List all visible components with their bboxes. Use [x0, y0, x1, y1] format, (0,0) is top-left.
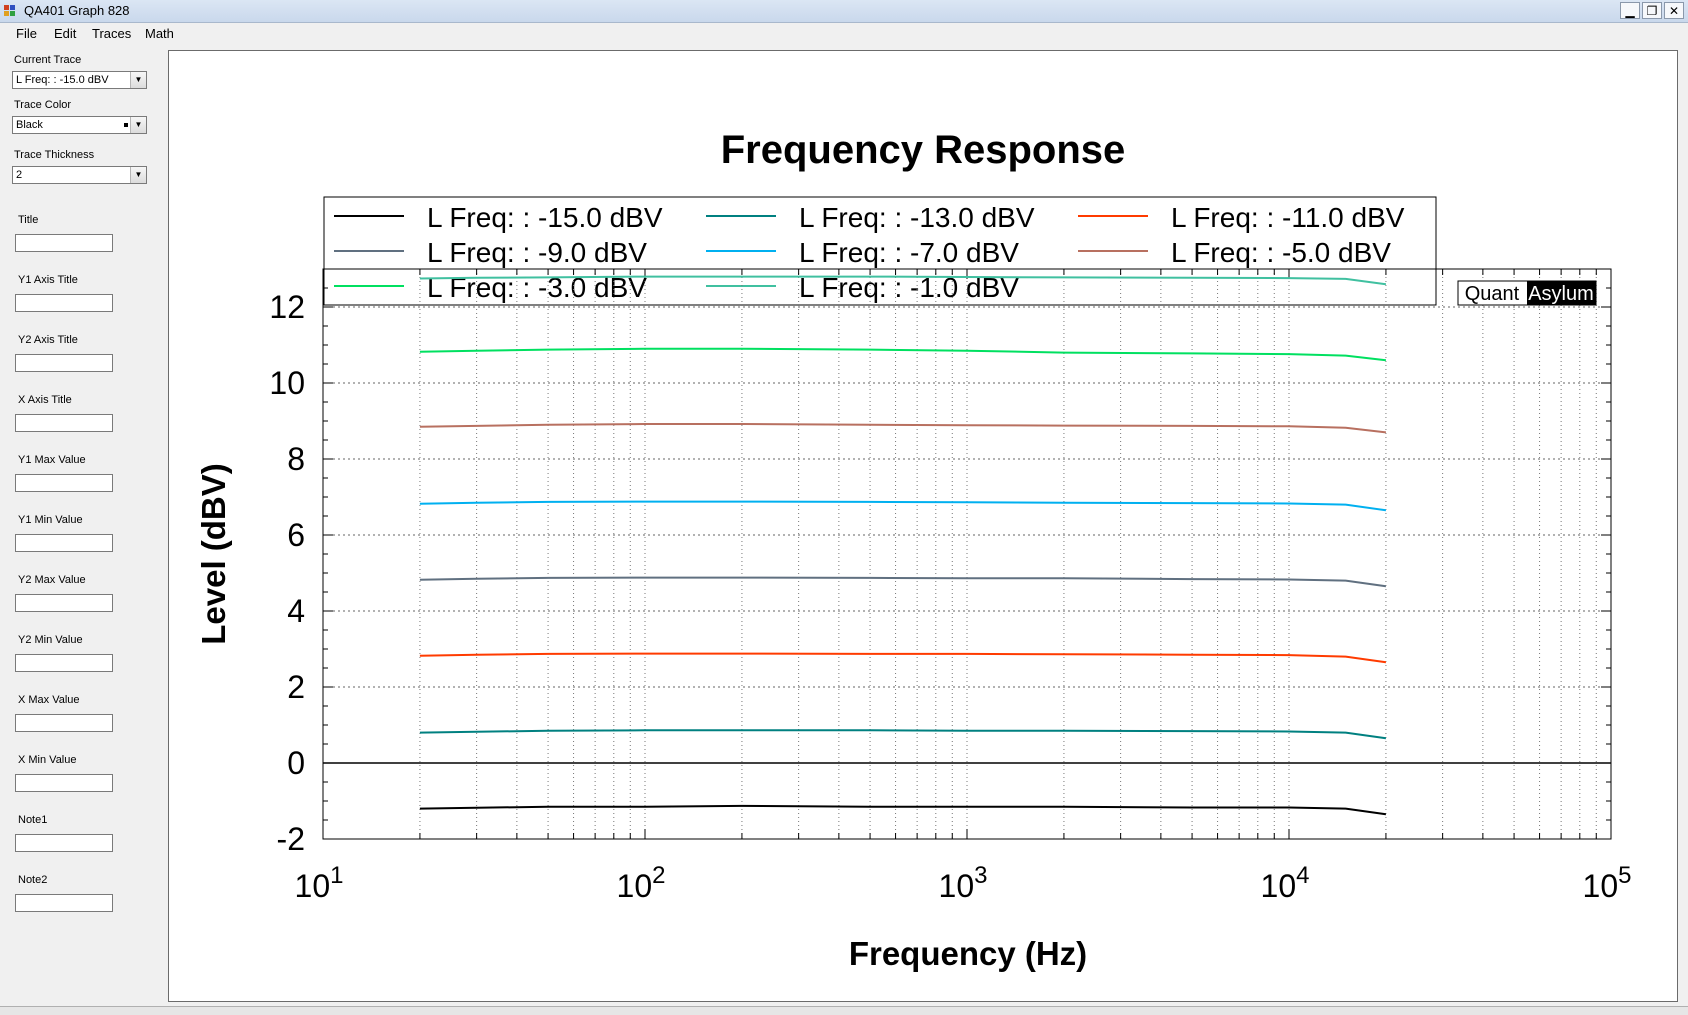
x-tick-label: 102	[617, 862, 666, 904]
y-tick-label: 12	[269, 289, 305, 325]
watermark-right: Asylum	[1528, 283, 1594, 305]
restore-button[interactable]: ❐	[1642, 2, 1662, 19]
note2-field[interactable]	[15, 894, 113, 912]
y-axis-label: Level (dBV)	[195, 463, 232, 645]
y-tick-label: 2	[287, 669, 305, 705]
y1-axis-title-field[interactable]	[15, 294, 113, 312]
menu-traces[interactable]: Traces	[92, 26, 132, 41]
current-trace-value: L Freq: : -15.0 dBV	[16, 74, 109, 86]
graph-panel[interactable]: Frequency Response L Freq: : -15.0 dBV L …	[168, 50, 1678, 1002]
title-field-label: Title	[18, 214, 39, 226]
trace-thickness-dropdown[interactable]: 2 ▼	[12, 166, 147, 184]
y2-axis-title-label: Y2 Axis Title	[18, 334, 78, 346]
chart-title: Frequency Response	[721, 128, 1126, 172]
y1-max-value-label: Y1 Max Value	[18, 454, 86, 466]
trace-color-value: Black	[16, 119, 43, 131]
trace-thickness-label: Trace Thickness	[14, 149, 95, 161]
quantasylum-watermark: Quant Asylum	[1457, 280, 1597, 306]
menu-edit[interactable]: Edit	[54, 26, 77, 41]
menu-file[interactable]: File	[16, 26, 37, 41]
chart-grid	[323, 269, 1611, 839]
series-line-7	[419, 347, 1387, 362]
chart-axes: -2 0 2 4 6 8 10 12 101 102 103 104 105	[269, 268, 1632, 904]
y2-max-value-label: Y2 Max Value	[18, 574, 86, 586]
app-icon	[4, 5, 18, 17]
chevron-down-icon[interactable]: ▼	[130, 167, 146, 183]
legend-box	[323, 196, 1437, 306]
y1-max-value-field[interactable]	[15, 474, 113, 492]
note1-label: Note1	[18, 814, 48, 826]
chevron-down-icon[interactable]: ▼	[130, 117, 146, 133]
y-tick-label: 8	[287, 441, 305, 477]
x-min-value-label: X Min Value	[18, 754, 77, 766]
series-line-5	[419, 500, 1387, 512]
minimize-button[interactable]: ▁	[1620, 2, 1640, 19]
x-max-value-field[interactable]	[15, 714, 113, 732]
trace-color-dropdown[interactable]: Black ▼	[12, 116, 147, 134]
chart-legend: L Freq: : -15.0 dBV L Freq: : -13.0 dBV L …	[323, 196, 1437, 306]
frequency-response-chart[interactable]: Frequency Response L Freq: : -15.0 dBV L …	[169, 51, 1677, 1001]
y-tick-label: 4	[287, 593, 305, 629]
legend-entry: L Freq: : -15.0 dBV	[427, 202, 663, 233]
note1-field[interactable]	[15, 834, 113, 852]
title-field[interactable]	[15, 234, 113, 252]
menu-math[interactable]: Math	[145, 26, 174, 41]
y-tick-label: 10	[269, 365, 305, 401]
series-line-2	[419, 729, 1387, 740]
x-tick-label: 101	[295, 862, 344, 904]
series-line-8	[419, 275, 1387, 286]
menu-bar: File Edit Traces Math	[0, 23, 1688, 45]
color-swatch-icon	[124, 123, 128, 127]
y1-min-value-label: Y1 Min Value	[18, 514, 83, 526]
legend-entry: L Freq: : -11.0 dBV	[1171, 202, 1405, 233]
y1-min-value-field[interactable]	[15, 534, 113, 552]
y2-axis-title-field[interactable]	[15, 354, 113, 372]
current-trace-label: Current Trace	[14, 54, 82, 66]
x-tick-label: 105	[1583, 862, 1632, 904]
y2-min-value-field[interactable]	[15, 654, 113, 672]
y2-max-value-field[interactable]	[15, 594, 113, 612]
right-edge-bar	[1678, 50, 1688, 1002]
window-title: QA401 Graph 828	[24, 3, 130, 18]
legend-entry: L Freq: : -7.0 dBV	[799, 237, 1019, 268]
chevron-down-icon[interactable]: ▼	[130, 72, 146, 88]
current-trace-dropdown[interactable]: L Freq: : -15.0 dBV ▼	[12, 71, 147, 89]
x-axis-title-field[interactable]	[15, 414, 113, 432]
watermark-left: Quant	[1465, 283, 1520, 305]
note2-label: Note2	[18, 874, 48, 886]
bottom-strip	[0, 1006, 1688, 1015]
x-tick-label: 103	[939, 862, 988, 904]
trace-color-label: Trace Color	[14, 99, 72, 111]
series-line-6	[419, 423, 1387, 434]
series-line-1	[419, 804, 1387, 816]
x-axis-label: Frequency (Hz)	[849, 935, 1087, 972]
chart-series	[419, 275, 1387, 816]
x-max-value-label: X Max Value	[18, 694, 80, 706]
x-tick-label: 104	[1261, 862, 1310, 904]
x-min-value-field[interactable]	[15, 774, 113, 792]
y-tick-label: 6	[287, 517, 305, 553]
x-axis-title-label: X Axis Title	[18, 394, 72, 406]
close-button[interactable]: ✕	[1664, 2, 1684, 19]
y1-axis-title-label: Y1 Axis Title	[18, 274, 78, 286]
series-line-3	[419, 652, 1387, 664]
legend-entry: L Freq: : -9.0 dBV	[427, 237, 647, 268]
series-line-4	[419, 576, 1387, 588]
legend-entry: L Freq: : -13.0 dBV	[799, 202, 1035, 233]
y-tick-label: -2	[277, 821, 305, 857]
y2-min-value-label: Y2 Min Value	[18, 634, 83, 646]
title-bar: QA401 Graph 828 ▁ ❐ ✕	[0, 0, 1688, 23]
y-tick-label: 0	[287, 745, 305, 781]
legend-entry: L Freq: : -5.0 dBV	[1171, 237, 1391, 268]
trace-thickness-value: 2	[16, 169, 23, 181]
